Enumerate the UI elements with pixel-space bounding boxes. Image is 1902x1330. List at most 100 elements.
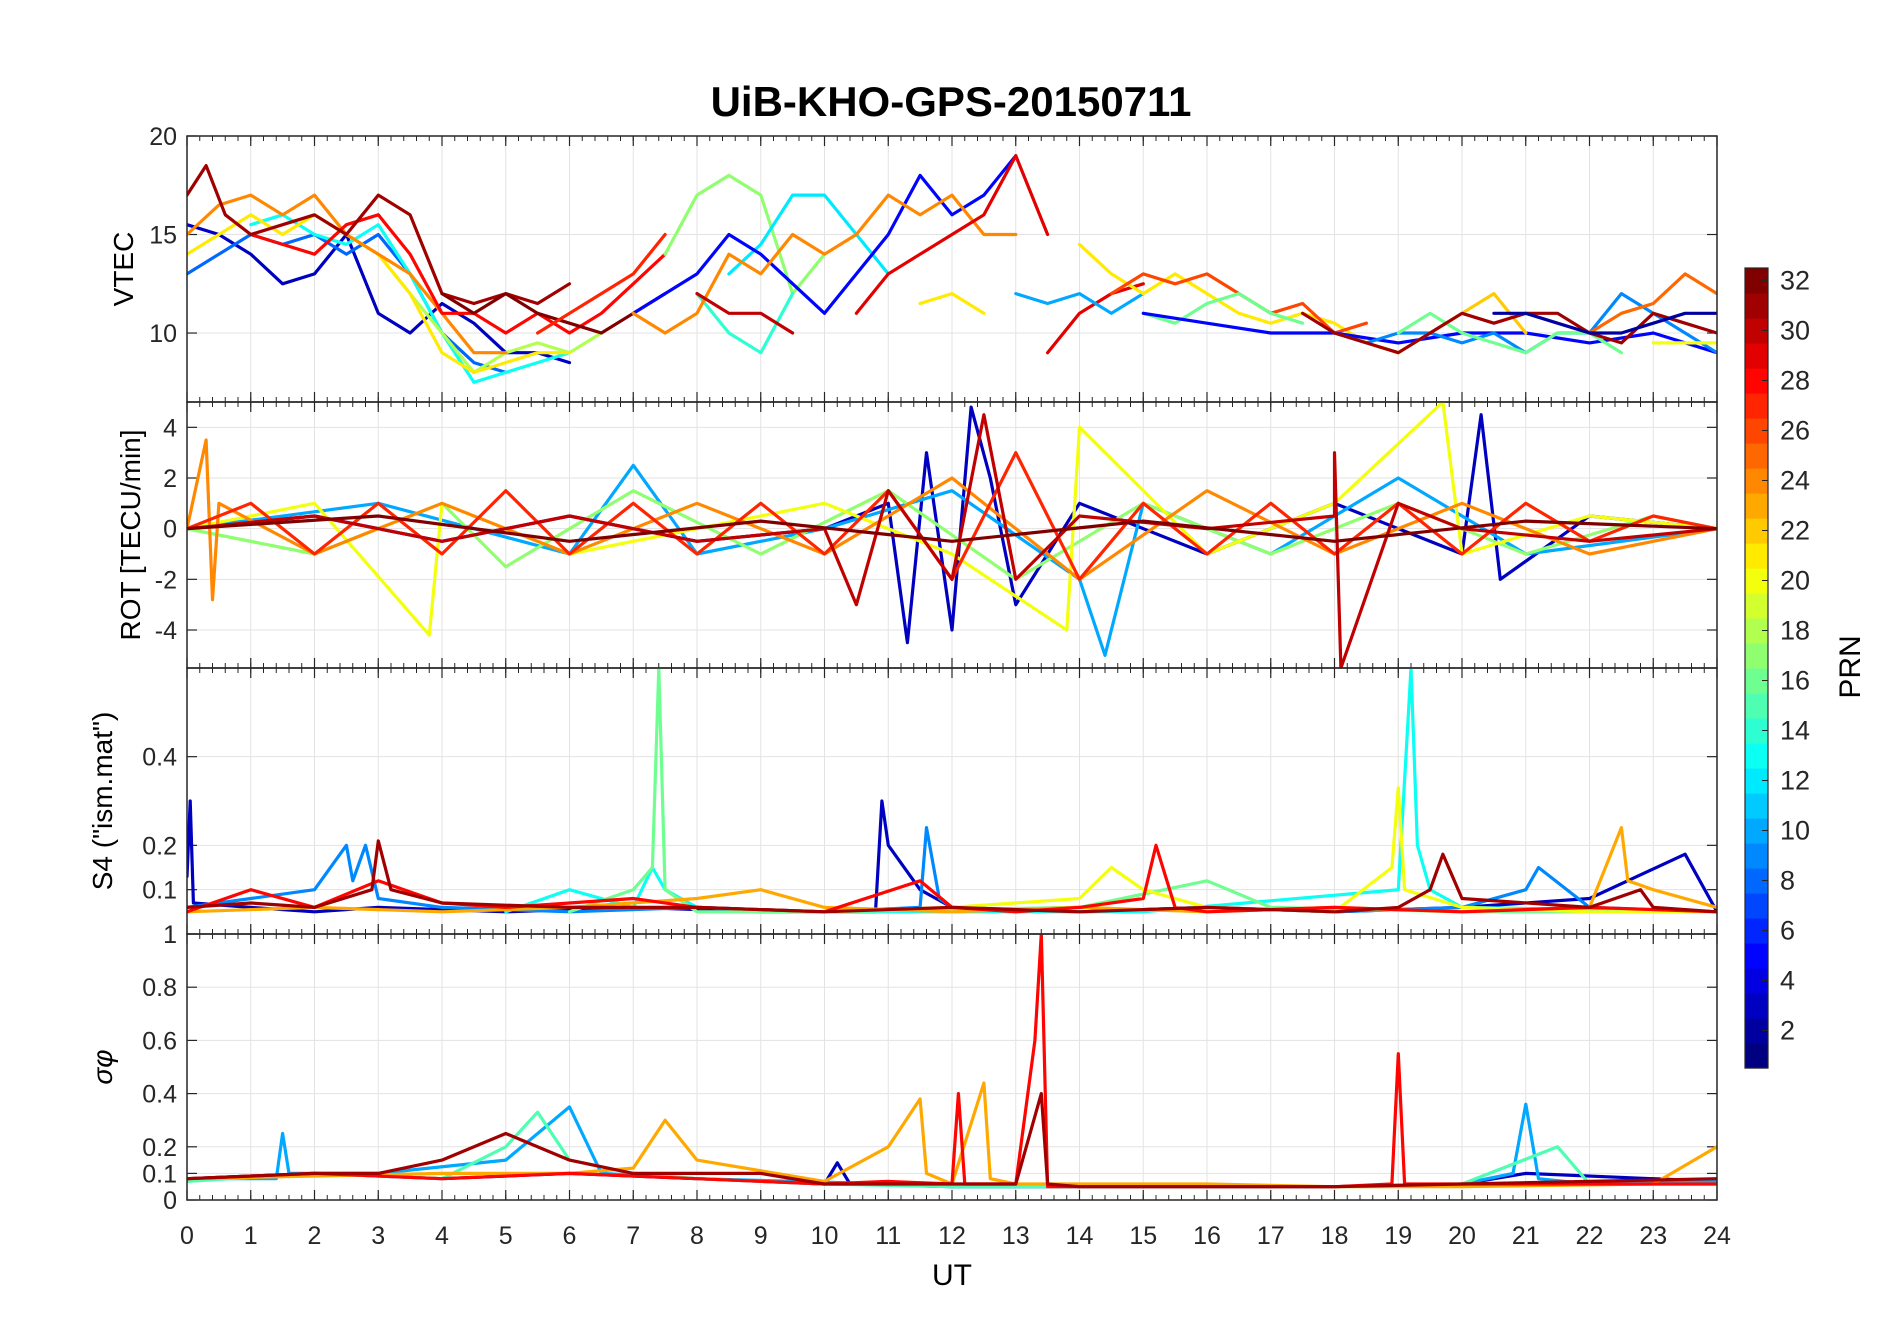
y-tick-label: 1 bbox=[163, 921, 177, 949]
colorbar-segment bbox=[1745, 418, 1768, 444]
colorbar-tick-label: 16 bbox=[1780, 666, 1810, 696]
colorbar-segment bbox=[1745, 343, 1768, 369]
sigma-phi-y-ticks: 00.10.2 0.4 0.6 0.8 1 bbox=[142, 921, 177, 1215]
vtec-ylabel: VTEC bbox=[108, 232, 139, 307]
colorbar-tick-label: 32 bbox=[1780, 266, 1810, 296]
colorbar-tick-label: 12 bbox=[1780, 766, 1810, 796]
x-tick-label: 18 bbox=[1321, 1222, 1349, 1250]
sigma-phi-ylabel: σφ bbox=[87, 1049, 118, 1084]
colorbar-segment bbox=[1745, 468, 1768, 494]
series-line-prn-24 bbox=[187, 438, 1717, 602]
x-tick-label: 23 bbox=[1639, 1222, 1667, 1250]
x-tick-label: 7 bbox=[626, 1222, 640, 1250]
series-line-prn-25 bbox=[1587, 272, 1717, 335]
colorbar-segment bbox=[1745, 918, 1768, 944]
colorbar-segment bbox=[1745, 718, 1768, 744]
colorbar-segment bbox=[1745, 618, 1768, 644]
y-tick-label: 0.8 bbox=[142, 974, 177, 1002]
vtec-grid bbox=[186, 135, 1718, 402]
vtec-panel: 10 15 20 VTEC bbox=[108, 123, 1718, 403]
x-tick-label: 21 bbox=[1512, 1222, 1540, 1250]
s4-grid bbox=[186, 668, 1718, 934]
colorbar-segment bbox=[1745, 318, 1768, 344]
vtec-lines bbox=[187, 154, 1717, 384]
x-tick-label: 10 bbox=[811, 1222, 839, 1250]
sigma-phi-grid bbox=[186, 933, 1718, 1201]
series-line-prn-27 bbox=[535, 232, 667, 335]
y-tick-label: 20 bbox=[149, 123, 177, 151]
colorbar-segment bbox=[1745, 1018, 1768, 1044]
x-axis-label: UT bbox=[932, 1259, 972, 1292]
x-tick-label: 14 bbox=[1066, 1222, 1094, 1250]
series-line-prn-5 bbox=[1141, 311, 1717, 355]
x-tick-label: 6 bbox=[563, 1222, 577, 1250]
y-tick-label: 4 bbox=[163, 414, 177, 442]
colorbar-tick-label: 6 bbox=[1780, 916, 1795, 946]
x-tick-label: 20 bbox=[1448, 1222, 1476, 1250]
colorbar-segment bbox=[1745, 993, 1768, 1019]
series-line-prn-8 bbox=[187, 232, 508, 374]
colorbar-segment bbox=[1745, 518, 1768, 544]
series-line-prn-30 bbox=[187, 413, 1717, 668]
y-tick-label: 0.1 bbox=[142, 877, 177, 905]
y-tick-label: 0 bbox=[163, 516, 177, 544]
series-line-prn-21 bbox=[918, 292, 986, 315]
colorbar-segment bbox=[1745, 843, 1768, 869]
y-tick-label: 0.2 bbox=[142, 832, 177, 860]
colorbar-segment bbox=[1745, 393, 1768, 419]
rot-y-ticks: -4 -2 0 2 4 bbox=[155, 414, 177, 645]
colorbar-frame bbox=[1744, 267, 1769, 1069]
y-tick-label: 0.1 bbox=[142, 1160, 177, 1188]
series-line-prn-20 bbox=[187, 402, 1717, 637]
colorbar-tick-label: 2 bbox=[1780, 1016, 1795, 1046]
series-line-prn-29 bbox=[854, 154, 1050, 315]
colorbar-segment bbox=[1745, 868, 1768, 894]
colorbar-segment bbox=[1745, 818, 1768, 844]
colorbar-tick-label: 30 bbox=[1780, 316, 1810, 346]
y-tick-label: 0 bbox=[163, 1187, 177, 1215]
colorbar-label: PRN bbox=[1834, 635, 1867, 698]
colorbar-tick-label: 4 bbox=[1780, 966, 1795, 996]
x-tick-label: 8 bbox=[690, 1222, 704, 1250]
sigma-phi-panel: 00.10.2 0.4 0.6 0.8 1 σφ bbox=[87, 921, 1718, 1215]
x-tick-label: 9 bbox=[754, 1222, 768, 1250]
y-tick-label: 2 bbox=[163, 465, 177, 493]
s4-panel: 0.1 0.2 0.4 S4 ("ism.mat") bbox=[87, 667, 1718, 935]
colorbar-tick-label: 10 bbox=[1780, 816, 1810, 846]
colorbar-segment bbox=[1745, 793, 1768, 819]
series-line-prn-26 bbox=[1109, 272, 1369, 335]
y-tick-label: 0.4 bbox=[142, 744, 177, 772]
series-line-prn-31 bbox=[187, 839, 1717, 914]
colorbar-tick-label: 8 bbox=[1780, 866, 1795, 896]
s4-y-ticks: 0.1 0.2 0.4 bbox=[142, 744, 177, 905]
series-line-prn-28 bbox=[249, 213, 667, 335]
x-tick-label: 22 bbox=[1576, 1222, 1604, 1250]
colorbar-segment bbox=[1745, 543, 1768, 569]
x-axis-ticks: 0 1 2 3 4 5 6 7 8 9 10 11 12 13 14 15 16 17 18 19 20 21 22 23 24 bbox=[180, 1222, 1731, 1250]
colorbar-tick-label: 22 bbox=[1780, 516, 1810, 546]
colorbar-segment bbox=[1745, 643, 1768, 669]
y-tick-label: 0.2 bbox=[142, 1134, 177, 1162]
series-line-prn-32 bbox=[440, 292, 667, 335]
colorbar-segment bbox=[1745, 693, 1768, 719]
series-line-prn-24 bbox=[187, 193, 508, 355]
colorbar-segment bbox=[1745, 493, 1768, 519]
series-line-prn-5 bbox=[631, 154, 1018, 315]
colorbar-segment bbox=[1745, 943, 1768, 969]
x-tick-label: 19 bbox=[1384, 1222, 1412, 1250]
sigma-phi-axes-box bbox=[186, 933, 1718, 1201]
rot-ylabel: ROT [TECU/min] bbox=[115, 429, 146, 640]
series-line-prn-28 bbox=[187, 934, 1717, 1189]
colorbar-segment bbox=[1745, 743, 1768, 769]
series-line-prn-29 bbox=[1045, 282, 1145, 355]
s4-lines bbox=[187, 668, 1717, 914]
rot-lines bbox=[187, 402, 1717, 668]
colorbar-tick-label: 26 bbox=[1780, 416, 1810, 446]
rot-panel: -4 -2 0 2 4 ROT [TECU/min] bbox=[115, 401, 1718, 669]
y-tick-label: 15 bbox=[149, 222, 177, 250]
series-line-prn-31 bbox=[1300, 311, 1717, 355]
series-line-prn-32 bbox=[187, 514, 1717, 543]
sigma-phi-lines bbox=[187, 934, 1717, 1189]
colorbar-segment bbox=[1745, 668, 1768, 694]
